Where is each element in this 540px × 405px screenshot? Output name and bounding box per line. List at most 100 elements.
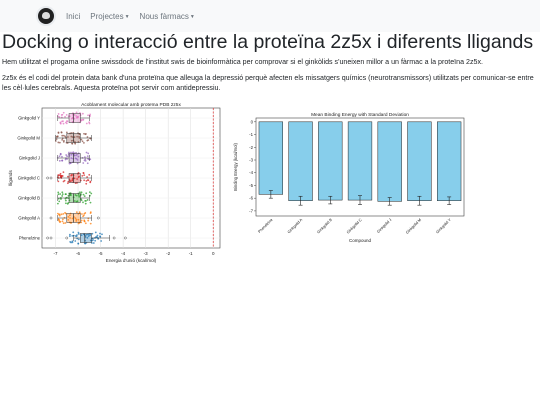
data-point <box>86 236 89 239</box>
data-point <box>100 240 103 242</box>
data-point <box>61 195 64 197</box>
data-point <box>69 180 72 183</box>
data-point <box>75 115 78 117</box>
x-tick-label: Ginkgolid Y <box>435 218 452 235</box>
data-point <box>84 222 87 225</box>
data-point <box>58 155 61 158</box>
box <box>68 173 81 183</box>
data-point <box>77 222 80 225</box>
data-point <box>76 178 79 180</box>
data-point <box>82 215 84 218</box>
data-point <box>82 172 85 175</box>
data-point <box>57 132 60 134</box>
nav-drugs-dropdown[interactable]: Nous fàrmacs▼ <box>140 12 195 21</box>
nav-drugs-label: Nous fàrmacs <box>139 11 189 21</box>
data-point <box>64 135 67 138</box>
data-point <box>77 218 80 221</box>
data-point <box>74 194 77 196</box>
x-tick-label: -5 <box>99 251 103 256</box>
brain-logo-icon[interactable] <box>36 6 56 26</box>
x-tick-label: Ginkgolid M <box>405 218 422 235</box>
y-tick-label: Phenelzine <box>19 236 41 241</box>
data-point <box>65 154 68 156</box>
data-point <box>69 194 71 196</box>
data-point <box>84 133 87 136</box>
data-point <box>89 115 91 117</box>
y-tick-label: Ginkgolid M <box>17 136 40 141</box>
outlier-point <box>46 176 49 180</box>
bar <box>437 121 462 201</box>
bar <box>288 121 313 201</box>
data-point <box>67 202 70 204</box>
data-point <box>83 174 86 177</box>
data-point <box>83 132 85 135</box>
data-point <box>70 135 73 138</box>
data-point <box>84 202 87 205</box>
data-point <box>62 111 65 114</box>
x-axis-label: Energia d'unió (kcal/mol) <box>106 258 157 263</box>
data-point <box>78 211 81 214</box>
data-point <box>86 139 89 142</box>
data-point <box>66 155 69 158</box>
navbar: Inici Projectes▼ Nous fàrmacs▼ <box>0 0 540 32</box>
data-point <box>59 152 62 155</box>
data-point <box>70 174 73 177</box>
data-point <box>72 131 75 134</box>
data-point <box>74 217 77 220</box>
data-point <box>83 141 85 144</box>
nav-projects-dropdown[interactable]: Projectes▼ <box>90 12 129 21</box>
data-point <box>59 172 62 175</box>
data-point <box>58 214 61 217</box>
description-paragraph: 2z5x és el codi del protein data bank d'… <box>2 74 534 92</box>
data-point <box>81 174 84 177</box>
x-tick-label: Ginkgolid A <box>287 218 304 235</box>
data-point <box>89 180 92 183</box>
data-point <box>81 140 84 143</box>
data-point <box>88 191 91 194</box>
data-point <box>91 232 94 235</box>
data-point <box>56 202 59 205</box>
y-axis-label: lligands <box>8 170 13 186</box>
bar <box>377 121 402 202</box>
data-point <box>67 218 70 221</box>
data-point <box>89 234 91 237</box>
data-point <box>89 212 92 215</box>
data-point <box>62 212 65 215</box>
data-point <box>58 116 61 118</box>
data-point <box>84 159 87 162</box>
y-tick-label: 0 <box>251 119 254 124</box>
data-point <box>62 222 65 225</box>
data-point <box>82 201 84 204</box>
data-point <box>70 139 73 142</box>
data-point <box>87 114 89 117</box>
data-point <box>84 158 87 161</box>
data-point <box>76 135 79 138</box>
data-point <box>80 234 83 237</box>
x-tick-label: -2 <box>166 251 170 256</box>
data-point <box>60 213 63 216</box>
data-point <box>87 235 90 238</box>
data-point <box>57 191 60 194</box>
nav-home-link[interactable]: Inici <box>66 11 81 21</box>
data-point <box>58 200 61 203</box>
mean-energy-bar-chart: -7 -6 -5 -4 -3 -2 -1 0 Phenelzine Ginkgolid A Gink… <box>233 112 465 243</box>
data-point <box>64 115 66 118</box>
data-point <box>57 113 60 115</box>
data-point <box>61 159 64 162</box>
data-point <box>64 222 67 224</box>
data-point <box>76 162 79 165</box>
data-point <box>101 233 103 236</box>
bar <box>318 121 343 201</box>
x-tick-label: Phenelzine <box>257 218 273 234</box>
x-tick-label: -7 <box>54 251 58 256</box>
data-point <box>60 198 62 200</box>
data-point <box>95 236 98 238</box>
data-point <box>74 157 77 160</box>
data-point <box>86 155 89 158</box>
data-point <box>57 197 60 200</box>
docking-box-chart: -7 -6 -5 -4 -3 -2 -1 0 Ginkgolid Y Ginkgolid M Gin… <box>8 102 221 263</box>
box <box>68 153 81 163</box>
data-point <box>65 157 67 160</box>
nav-projects-label: Projectes <box>90 11 124 21</box>
data-point <box>69 217 71 219</box>
